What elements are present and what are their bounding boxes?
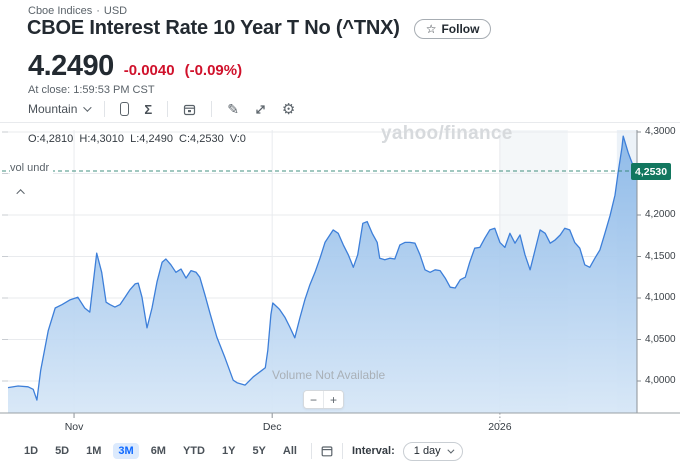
- range-button-1m[interactable]: 1M: [86, 445, 102, 457]
- toolbar-divider: [167, 101, 169, 117]
- calendar-icon: [184, 104, 196, 115]
- range-button-ytd[interactable]: YTD: [182, 445, 205, 457]
- volume-unavailable-message: Volume Not Available: [272, 368, 386, 382]
- volume-underlay-toggle[interactable]: vol undr: [10, 162, 54, 174]
- interval-dropdown[interactable]: 1 day: [402, 441, 463, 461]
- interval-value: 1 day: [413, 445, 441, 457]
- ohlc-readout: O:4,2810 H:4,3010 L:4,2490 C:4,2530 V:0: [28, 133, 246, 145]
- pencil-icon: ✎: [227, 101, 239, 117]
- price-change-percent: (-0.09%): [184, 62, 243, 79]
- range-button-all[interactable]: All: [282, 445, 297, 457]
- chart-toolbar: Mountain Σ ✎: [28, 96, 295, 122]
- y-axis-label: 4,1500: [645, 250, 676, 262]
- x-axis-label: Nov: [64, 421, 84, 433]
- x-axis-label: Dec: [262, 421, 282, 433]
- fullscreen-button[interactable]: [254, 103, 267, 116]
- range-button-1y[interactable]: 1Y: [221, 445, 236, 457]
- toolbar-divider: [211, 101, 213, 117]
- at-close-time: At close: 1:59:53 PM CST: [28, 84, 155, 96]
- chart-type-dropdown[interactable]: Mountain: [28, 102, 93, 116]
- breadcrumb-separator: ·: [96, 5, 100, 17]
- current-price-badge: 4,2530: [631, 163, 672, 180]
- page-title: CBOE Interest Rate 10 Year T No (^TNX): [27, 17, 400, 39]
- y-axis-label: 4,2000: [645, 209, 676, 220]
- y-axis-label: 4,1000: [645, 292, 676, 303]
- settings-button[interactable]: ⚙: [282, 102, 295, 117]
- current-price: 4.2490: [28, 50, 114, 82]
- y-axis-label: 4,0500: [645, 333, 676, 345]
- custom-date-button[interactable]: [321, 445, 333, 457]
- bottom-divider: [341, 443, 343, 459]
- range-button-3m[interactable]: 3M: [113, 443, 139, 459]
- range-button-5d[interactable]: 5D: [55, 445, 70, 457]
- breadcrumb: Cboe Indices · USD: [28, 5, 127, 17]
- candle-chart-button[interactable]: [120, 102, 130, 116]
- price-line: [7, 135, 638, 401]
- price-change: -0.0040: [123, 62, 175, 79]
- chart-type-label: Mountain: [28, 102, 78, 116]
- zoom-in-button[interactable]: +: [324, 391, 343, 408]
- interval-label: Interval:: [351, 445, 395, 457]
- price-chart[interactable]: yahoo/finance O:4,2810 H:4,3010 L:4,2490…: [0, 122, 680, 438]
- events-button[interactable]: [183, 103, 196, 116]
- toolbar-separator: [0, 122, 680, 123]
- volume-collapse-caret[interactable]: [16, 182, 25, 200]
- range-button-5y[interactable]: 5Y: [252, 445, 266, 457]
- range-toolbar: 1D 5D 1M 3M 6M YTD 1Y 5Y All Interval: 1 day: [0, 438, 680, 464]
- calendar-icon: [321, 446, 333, 457]
- watermark-logo: yahoo/finance: [381, 123, 513, 144]
- chevron-down-icon: [83, 103, 93, 112]
- range-button-1d[interactable]: 1D: [24, 445, 39, 457]
- chart-canvas[interactable]: [0, 122, 680, 438]
- y-axis-label: 4,0000: [645, 375, 676, 386]
- zoom-out-button[interactable]: −: [304, 391, 323, 408]
- zoom-controls: − +: [303, 390, 344, 409]
- expand-icon: [256, 104, 265, 114]
- breadcrumb-exchange: Cboe Indices: [28, 5, 93, 17]
- follow-button[interactable]: ☆ Follow: [413, 18, 492, 39]
- bottom-divider: [310, 443, 312, 459]
- y-axis-label: 4,3000: [645, 126, 676, 137]
- range-button-6m[interactable]: 6M: [150, 445, 166, 457]
- toolbar-divider: [104, 101, 106, 117]
- draw-button[interactable]: ✎: [227, 102, 239, 116]
- zoom-divider: [323, 391, 324, 408]
- follow-label: Follow: [441, 21, 480, 36]
- range-buttons: 1D 5D 1M 3M 6M YTD 1Y 5Y All: [0, 443, 302, 459]
- x-axis-label: 2026: [488, 421, 512, 433]
- candle-icon: [120, 102, 130, 116]
- sigma-icon: Σ: [144, 101, 153, 117]
- indicators-button[interactable]: Σ: [144, 102, 152, 117]
- star-icon: ☆: [425, 21, 437, 36]
- area-fill: [8, 136, 637, 413]
- breadcrumb-currency: USD: [103, 5, 128, 17]
- gear-icon: ⚙: [281, 100, 296, 118]
- chevron-down-icon: [447, 446, 455, 454]
